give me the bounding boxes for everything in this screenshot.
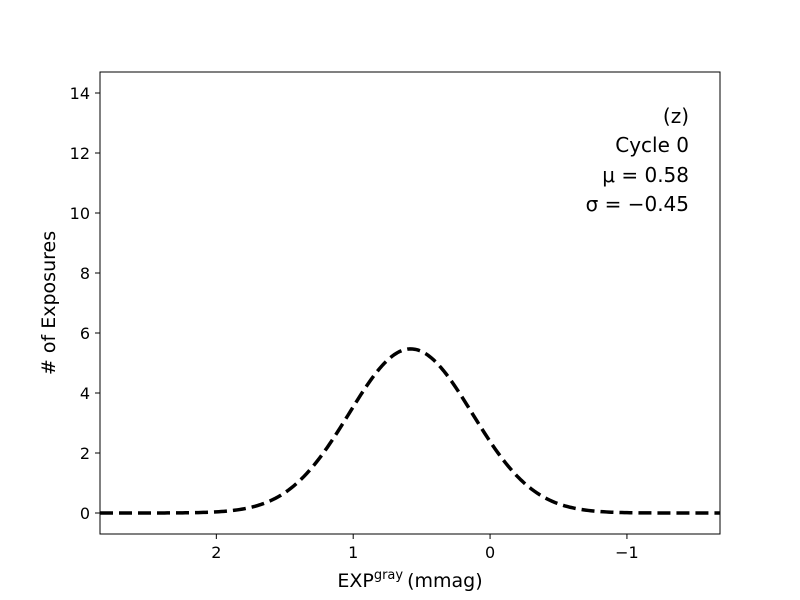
y-tick-label: 10 [70,204,90,223]
annotation-mu: μ = 0.58 [602,163,689,187]
y-axis-ticks: 0 2 4 6 8 10 12 14 [70,84,100,523]
annotation-cycle: Cycle 0 [615,133,689,157]
y-tick-label: 0 [80,504,90,523]
y-tick-label: 12 [70,144,90,163]
x-axis-label: EXPgray (mmag) [337,568,482,592]
y-tick-label: 2 [80,444,90,463]
series-layer [100,347,720,515]
y-tick-label: 8 [80,264,90,283]
y-axis-label: # of Exposures [38,231,60,375]
y-tick-label: 4 [80,384,90,403]
x-tick-label: 0 [485,543,495,562]
annotation-band: (z) [663,104,689,128]
plot-frame [99,71,721,535]
annotation-sigma: σ = −0.45 [586,192,689,216]
x-tick-label: −1 [615,543,639,562]
x-axis-ticks: 2 1 0 −1 [211,534,639,562]
y-tick-label: 6 [80,324,90,343]
x-tick-label: 1 [348,543,358,562]
x-tick-label: 2 [211,543,221,562]
y-tick-label: 14 [70,84,90,103]
series-line [100,347,720,515]
